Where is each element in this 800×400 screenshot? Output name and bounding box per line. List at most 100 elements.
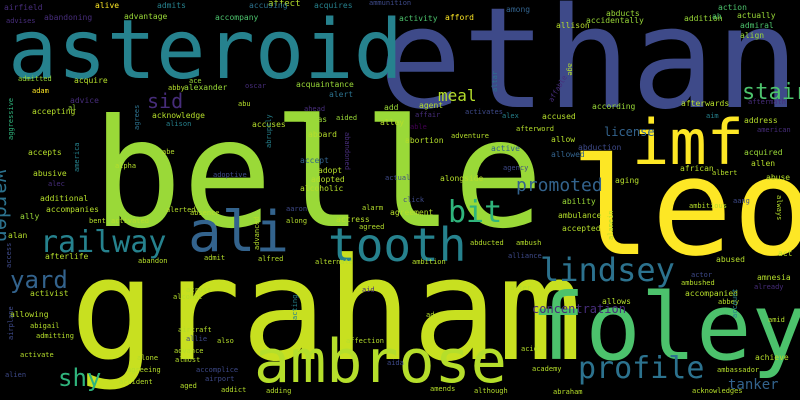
cloud-word-albert: albert — [712, 169, 738, 177]
cloud-word-advantage: advantage — [124, 12, 168, 21]
cloud-word-admitting: admitting — [36, 332, 74, 340]
cloud-word-ambush: ambush — [516, 239, 542, 247]
cloud-word-admitted: admitted — [18, 75, 52, 83]
cloud-word-alternate: alternate — [315, 258, 353, 266]
cloud-word-meal: meal — [438, 86, 477, 105]
cloud-word-leo: leo — [570, 129, 800, 286]
cloud-word-click: click — [403, 196, 425, 204]
cloud-word-abducts: abducts — [606, 9, 640, 18]
cloud-word-alpha: alpha — [115, 162, 137, 170]
cloud-word-acquaintance: acquaintance — [296, 80, 354, 89]
cloud-word-adventure: adventure — [451, 132, 489, 140]
cloud-word-abduction: abduction — [578, 143, 622, 152]
cloud-word-foley: foley — [530, 274, 800, 381]
cloud-word-abortion: abortion — [405, 136, 444, 145]
cloud-word-acquires: acquires — [314, 1, 353, 10]
cloud-word-add: add — [384, 103, 399, 112]
cloud-word-also: also — [217, 337, 234, 345]
cloud-word-almost: almost — [175, 356, 201, 364]
cloud-word-imf: imf — [632, 106, 744, 179]
cloud-word-alter: alter — [510, 284, 532, 292]
cloud-word-accompanies: accompanies — [46, 205, 99, 214]
cloud-word-accomplice: accomplice — [196, 366, 239, 374]
cloud-word-amends: amends — [430, 385, 456, 393]
cloud-word-act: act — [778, 249, 793, 258]
cloud-word-al: al — [68, 104, 77, 112]
cloud-word-ace: ace — [189, 77, 202, 85]
cloud-word-agency: agency — [503, 164, 529, 172]
cloud-word-addict: addict — [221, 386, 247, 394]
cloud-word-activist: activist — [30, 289, 69, 298]
cloud-word-aboard: aboard — [308, 130, 337, 139]
cloud-word-abbey: abbey — [718, 298, 740, 306]
cloud-word-alison: alison — [166, 120, 192, 128]
cloud-word-accused: accused — [542, 112, 576, 121]
cloud-word-acquired: acquired — [744, 148, 783, 157]
cloud-word-ability: ability — [562, 197, 596, 206]
cloud-word-railway: railway — [40, 225, 167, 260]
cloud-word-shy: shy — [58, 364, 102, 392]
cloud-word-accepts: accepts — [28, 148, 62, 157]
cloud-word-accepted: accepted — [562, 224, 601, 233]
cloud-word-airport: airport — [205, 375, 235, 383]
cloud-word-bent: bent — [89, 217, 106, 225]
cloud-word-additional: additional — [40, 194, 89, 203]
cloud-word-alliance: alliance — [508, 252, 542, 260]
cloud-word-american: american — [757, 126, 791, 134]
cloud-word-yard: yard — [10, 266, 68, 294]
cloud-word-acting: acting — [291, 294, 299, 320]
cloud-word-adam: adam — [32, 87, 49, 95]
cloud-word-aircraft: aircraft — [178, 326, 212, 334]
cloud-word-abruptly: abruptly — [265, 114, 273, 148]
cloud-word-allie: allie — [186, 335, 208, 343]
cloud-word-alien: alien — [5, 371, 27, 379]
cloud-word-ethan: ethan — [378, 0, 800, 141]
cloud-word-abandoning: abandoning — [44, 13, 93, 22]
cloud-word-agreed: agreed — [359, 223, 385, 231]
cloud-word-alley: alley — [380, 118, 405, 127]
cloud-word-advance: advance — [174, 347, 204, 355]
cloud-word-advises: advises — [6, 17, 36, 25]
cloud-word-according: according — [592, 102, 636, 111]
cloud-word-adding: adding — [266, 387, 292, 395]
cloud-word-oscar: oscar — [245, 82, 267, 90]
cloud-word-actual: actual — [385, 174, 411, 182]
cloud-word-alec: alec — [48, 180, 65, 188]
cloud-word-access: access — [5, 242, 13, 268]
cloud-word-concentration: concentration — [532, 302, 626, 316]
cloud-word-allows: allows — [602, 297, 631, 306]
cloud-word-abigail: abigail — [30, 322, 60, 330]
cloud-word-achieve: achieve — [755, 353, 789, 362]
cloud-word-academy: academy — [532, 365, 562, 373]
cloud-word-america: america — [73, 142, 81, 172]
cloud-word-accepting: accepting — [32, 107, 76, 116]
cloud-word-alcohol: alcohol — [173, 293, 203, 301]
cloud-word-acknowledge: acknowledge — [152, 111, 205, 120]
cloud-word-ambulance: ambulance — [558, 211, 602, 220]
cloud-word-accuses: accuses — [252, 120, 286, 129]
cloud-word-bit: bit — [448, 195, 503, 230]
cloud-word-accidentally: accidentally — [586, 16, 644, 25]
cloud-word-aided: aided — [336, 114, 358, 122]
cloud-word-account: account — [731, 288, 739, 318]
cloud-word-alfred: alfred — [258, 255, 284, 263]
cloud-word-aaron: aaron — [286, 205, 308, 213]
cloud-word-profile: profile — [578, 351, 705, 386]
cloud-word-afterlife: afterlife — [45, 252, 89, 261]
cloud-word-allowed: allowed — [551, 150, 585, 159]
cloud-word-ad: ad — [426, 311, 435, 319]
cloud-word-graham: graham — [70, 228, 583, 393]
cloud-word-accompany: accompany — [215, 13, 259, 22]
cloud-word-actress: actress — [336, 215, 370, 224]
cloud-word-ambrose: ambrose — [254, 327, 507, 397]
cloud-word-alert: alert — [329, 90, 354, 99]
cloud-word-afterwards: afterwards — [681, 99, 730, 108]
cloud-word-able: able — [410, 123, 427, 131]
cloud-word-ambition: ambition — [412, 258, 446, 266]
cloud-word-ali: ali — [188, 200, 290, 265]
cloud-word-allow: allow — [551, 135, 576, 144]
cloud-word-belle: belle — [92, 88, 544, 262]
cloud-word-stair: stair — [742, 80, 800, 105]
cloud-word-action: action — [718, 3, 747, 12]
cloud-word-admits: admits — [157, 1, 186, 10]
